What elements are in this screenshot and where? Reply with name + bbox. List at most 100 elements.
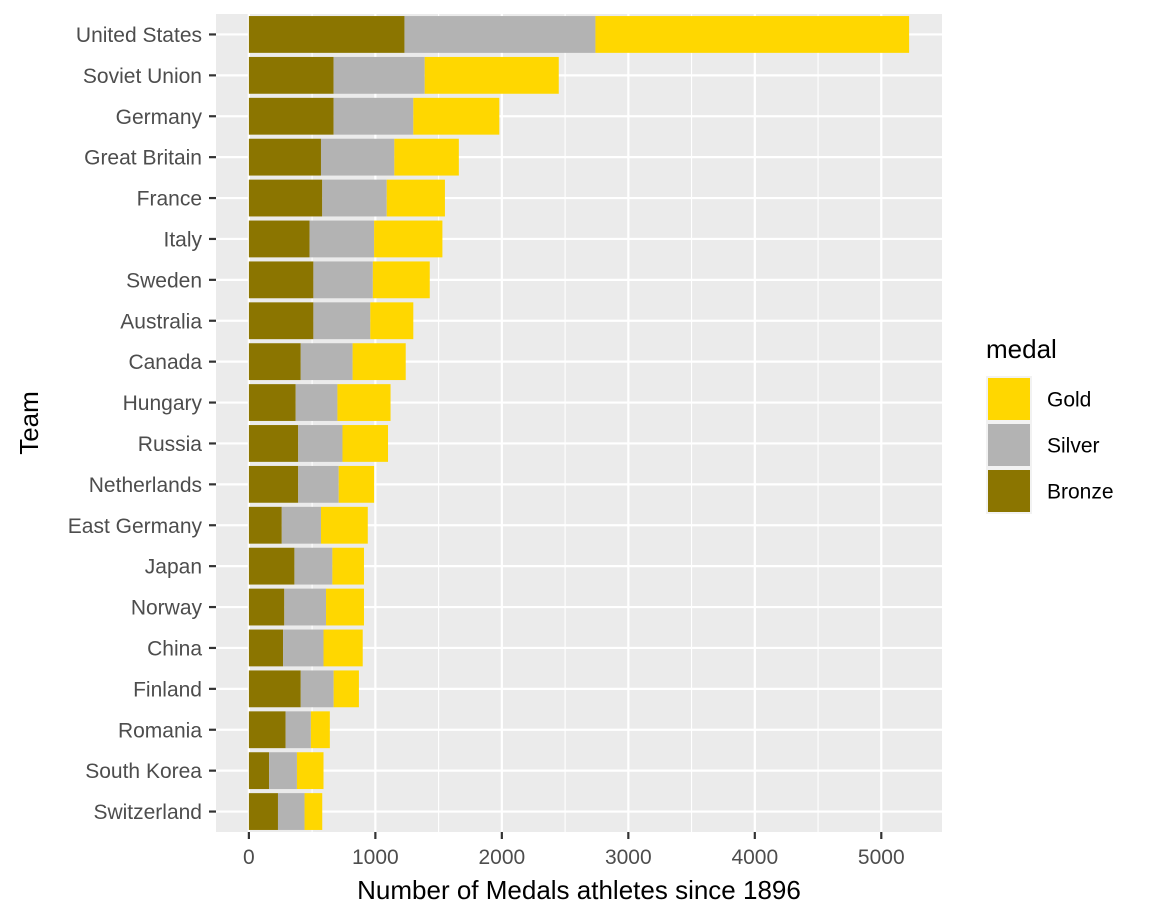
bar-gold [394,138,459,176]
y-tick-label: Germany [116,106,203,129]
bar-gold [333,670,359,708]
bar-gold [424,56,559,94]
y-tick-label: Romania [118,719,202,742]
bar-bronze [248,670,301,708]
bar-bronze [248,384,296,421]
bar-bronze [248,547,295,585]
y-tick-label: Finland [133,678,202,701]
bar-silver [294,547,333,585]
bars [248,16,910,830]
y-tick-label: Norway [131,597,203,620]
x-tick-label: 4000 [731,846,778,869]
y-tick-label: Russia [138,433,203,456]
bar-gold [326,588,364,626]
legend-label: Gold [1047,389,1091,412]
bar-silver [404,16,596,53]
y-tick-label: Canada [128,351,202,374]
bar-gold [342,425,389,462]
bar-silver [300,670,334,708]
bar-silver [277,793,305,830]
bar-bronze [248,261,314,299]
bar-bronze [248,56,334,94]
bar-bronze [248,343,301,381]
bar-bronze [248,425,299,462]
bar-silver [283,629,324,667]
bar-silver [333,56,425,94]
y-tick-label: Netherlands [89,474,202,497]
legend-swatch-bronze [988,470,1030,512]
y-tick-label: Hungary [123,392,203,415]
bar-bronze [248,302,314,340]
legend-label: Bronze [1047,481,1114,504]
y-tick-label: South Korea [85,760,202,783]
bar-bronze [248,793,278,830]
bar-gold [304,793,323,830]
y-tick-label: Japan [145,556,202,579]
y-tick-label: United States [76,24,202,47]
bar-silver [320,138,395,176]
bar-silver [295,384,338,421]
bar-bronze [248,179,323,217]
x-tick-label: 5000 [858,846,905,869]
bar-bronze [248,711,286,749]
legend-title: medal [986,334,1057,364]
y-tick-label: China [147,637,202,660]
bar-bronze [248,629,284,667]
bar-bronze [248,16,405,53]
bar-silver [309,220,375,258]
bar-gold [296,752,324,790]
bar-gold [352,343,406,381]
y-axis-title: Team [14,391,44,455]
y-tick-label: East Germany [68,515,203,538]
bar-silver [281,506,321,544]
bar-silver [313,302,371,340]
bar-silver [285,711,311,749]
bar-bronze [248,588,285,626]
bar-gold [323,629,363,667]
x-tick-label: 1000 [352,846,399,869]
legend-swatch-silver [988,424,1030,466]
bar-gold [595,16,910,53]
bar-gold [374,220,443,258]
y-tick-label: Italy [163,228,202,251]
y-tick-label: Great Britain [84,147,202,170]
y-tick-label: Switzerland [93,801,202,824]
y-tick-label: Australia [120,310,202,333]
bar-gold [337,384,391,421]
bar-silver [322,179,387,217]
bar-gold [310,711,330,749]
bar-gold [332,547,364,585]
y-tick-label: France [137,188,202,211]
bar-gold [413,97,500,135]
y-tick-label: Soviet Union [83,65,202,88]
legend-keys: Gold Silver Bronze [986,376,1114,514]
x-tick-label: 2000 [478,846,525,869]
legend-swatch-gold [988,378,1030,420]
plot-panel [216,14,942,832]
bar-bronze [248,220,310,258]
legend: medal Gold Silver Bronze [986,334,1114,514]
bar-bronze [248,97,334,135]
bar-silver [300,343,353,381]
legend-label: Silver [1047,435,1100,458]
bar-silver [298,425,343,462]
bar-bronze [248,752,270,790]
y-axis: United States Soviet Union Germany Great Br… [68,24,216,824]
bar-bronze [248,506,282,544]
bar-gold [372,261,430,299]
bar-silver [269,752,297,790]
x-tick-label: 3000 [605,846,652,869]
bar-silver [333,97,414,135]
y-tick-label: Sweden [126,269,202,292]
bar-bronze [248,465,299,503]
bar-gold [386,179,445,217]
bar-silver [284,588,327,626]
bar-bronze [248,138,321,176]
bar-silver [298,465,339,503]
bar-gold [320,506,368,544]
bar-gold [370,302,414,340]
x-tick-label: 0 [243,846,255,869]
x-axis-title: Number of Medals athletes since 1896 [357,875,801,905]
bar-silver [313,261,373,299]
